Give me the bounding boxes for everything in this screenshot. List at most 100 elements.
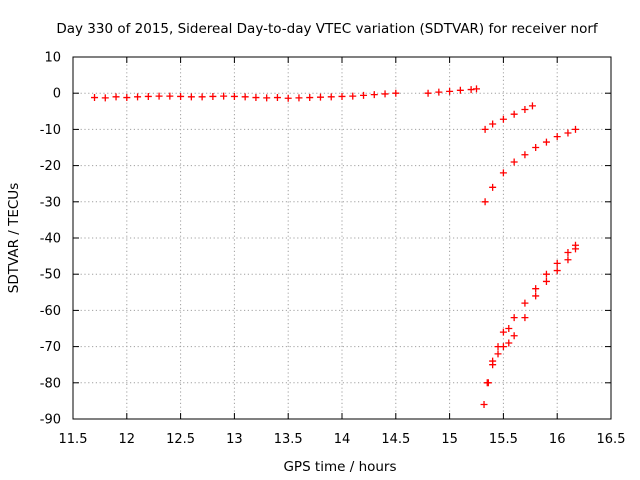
x-tick-label: 16 [549, 432, 566, 447]
data-point [521, 299, 529, 307]
data-point [360, 91, 368, 99]
data-point [489, 120, 497, 128]
data-point [489, 183, 497, 191]
data-point [521, 105, 529, 113]
data-point [571, 245, 579, 253]
data-point [510, 110, 518, 118]
y-axis-label: SDTVAR / TECUs [6, 183, 22, 293]
data-point [542, 270, 550, 278]
data-points [91, 85, 579, 409]
data-point [532, 285, 540, 293]
x-tick-label: 15.5 [489, 432, 518, 447]
data-point [499, 115, 507, 123]
grid [73, 57, 611, 419]
y-tick-label: 0 [53, 87, 61, 102]
series-1 [91, 89, 400, 102]
data-point [166, 92, 174, 100]
data-point [528, 102, 536, 110]
axis-ticks [72, 56, 612, 420]
data-point [349, 92, 357, 100]
data-point [510, 158, 518, 166]
data-point [273, 94, 281, 102]
data-point [220, 92, 228, 100]
data-point [446, 87, 454, 95]
x-tick-label: 16.5 [597, 432, 626, 447]
data-point [392, 89, 400, 97]
data-point [187, 93, 195, 101]
data-point [489, 361, 497, 369]
y-tick-label: -50 [40, 268, 61, 283]
y-tick-label: -90 [40, 413, 61, 428]
series-2 [424, 85, 480, 97]
data-point [306, 94, 314, 102]
data-point [553, 133, 561, 141]
data-point [521, 314, 529, 322]
y-tick-labels: 10 0 -10 -20 -30 -40 -50 -60 -70 -80 -90 [40, 51, 61, 428]
data-point [198, 93, 206, 101]
x-tick-label: 13.5 [274, 432, 303, 447]
data-point [510, 332, 518, 340]
data-point [505, 339, 513, 347]
data-point [381, 90, 389, 98]
data-point [505, 325, 513, 332]
data-point [473, 85, 480, 93]
chart-title: Day 330 of 2015, Sidereal Day-to-day VTE… [56, 21, 599, 37]
data-point [263, 94, 271, 102]
x-tick-label: 14.5 [381, 432, 410, 447]
series-6 [484, 245, 579, 387]
x-tick-label: 12.5 [166, 432, 195, 447]
data-point [284, 94, 292, 102]
data-point [553, 267, 561, 275]
data-point [510, 314, 518, 322]
data-point [571, 125, 579, 133]
y-tick-label: -70 [40, 340, 61, 355]
data-point [499, 169, 507, 177]
y-tick-label: -60 [40, 304, 61, 319]
data-point [532, 292, 540, 300]
data-point [209, 92, 217, 100]
data-point [521, 151, 529, 159]
data-point [542, 138, 550, 146]
data-point [564, 248, 572, 256]
x-tick-label: 15 [441, 432, 458, 447]
data-point [370, 91, 378, 99]
data-point [112, 93, 120, 101]
y-tick-label: -10 [40, 123, 61, 138]
data-point [564, 256, 572, 264]
data-point [144, 92, 152, 100]
x-axis-label: GPS time / hours [283, 459, 396, 475]
data-point [435, 88, 443, 96]
data-point [252, 94, 260, 102]
y-tick-label: -30 [40, 195, 61, 210]
data-point [481, 198, 489, 206]
x-tick-label: 12 [119, 432, 136, 447]
x-tick-labels: 11.5 12 12.5 13 13.5 14 14.5 15 15.5 16 16.5 [59, 432, 626, 447]
data-point [494, 350, 502, 358]
data-point [155, 92, 163, 100]
y-tick-label: -20 [40, 159, 61, 174]
data-point [295, 94, 303, 102]
x-tick-label: 13 [226, 432, 243, 447]
data-point [532, 144, 540, 151]
data-point [101, 94, 109, 102]
data-point [134, 93, 142, 101]
x-tick-label: 14 [334, 432, 351, 447]
data-point [481, 125, 489, 133]
y-tick-label: -40 [40, 232, 61, 247]
series-3 [481, 102, 536, 133]
y-tick-label: 10 [44, 51, 61, 66]
data-point [338, 92, 346, 100]
data-point [484, 379, 492, 387]
data-point [499, 343, 507, 351]
data-point [177, 92, 185, 100]
series-4 [481, 125, 579, 206]
data-point [123, 94, 131, 102]
data-point [542, 277, 550, 285]
data-point [553, 259, 561, 267]
data-point [499, 328, 507, 336]
y-tick-label: -80 [40, 376, 61, 391]
x-tick-label: 11.5 [59, 432, 88, 447]
data-point [480, 401, 488, 409]
data-point [327, 93, 335, 101]
